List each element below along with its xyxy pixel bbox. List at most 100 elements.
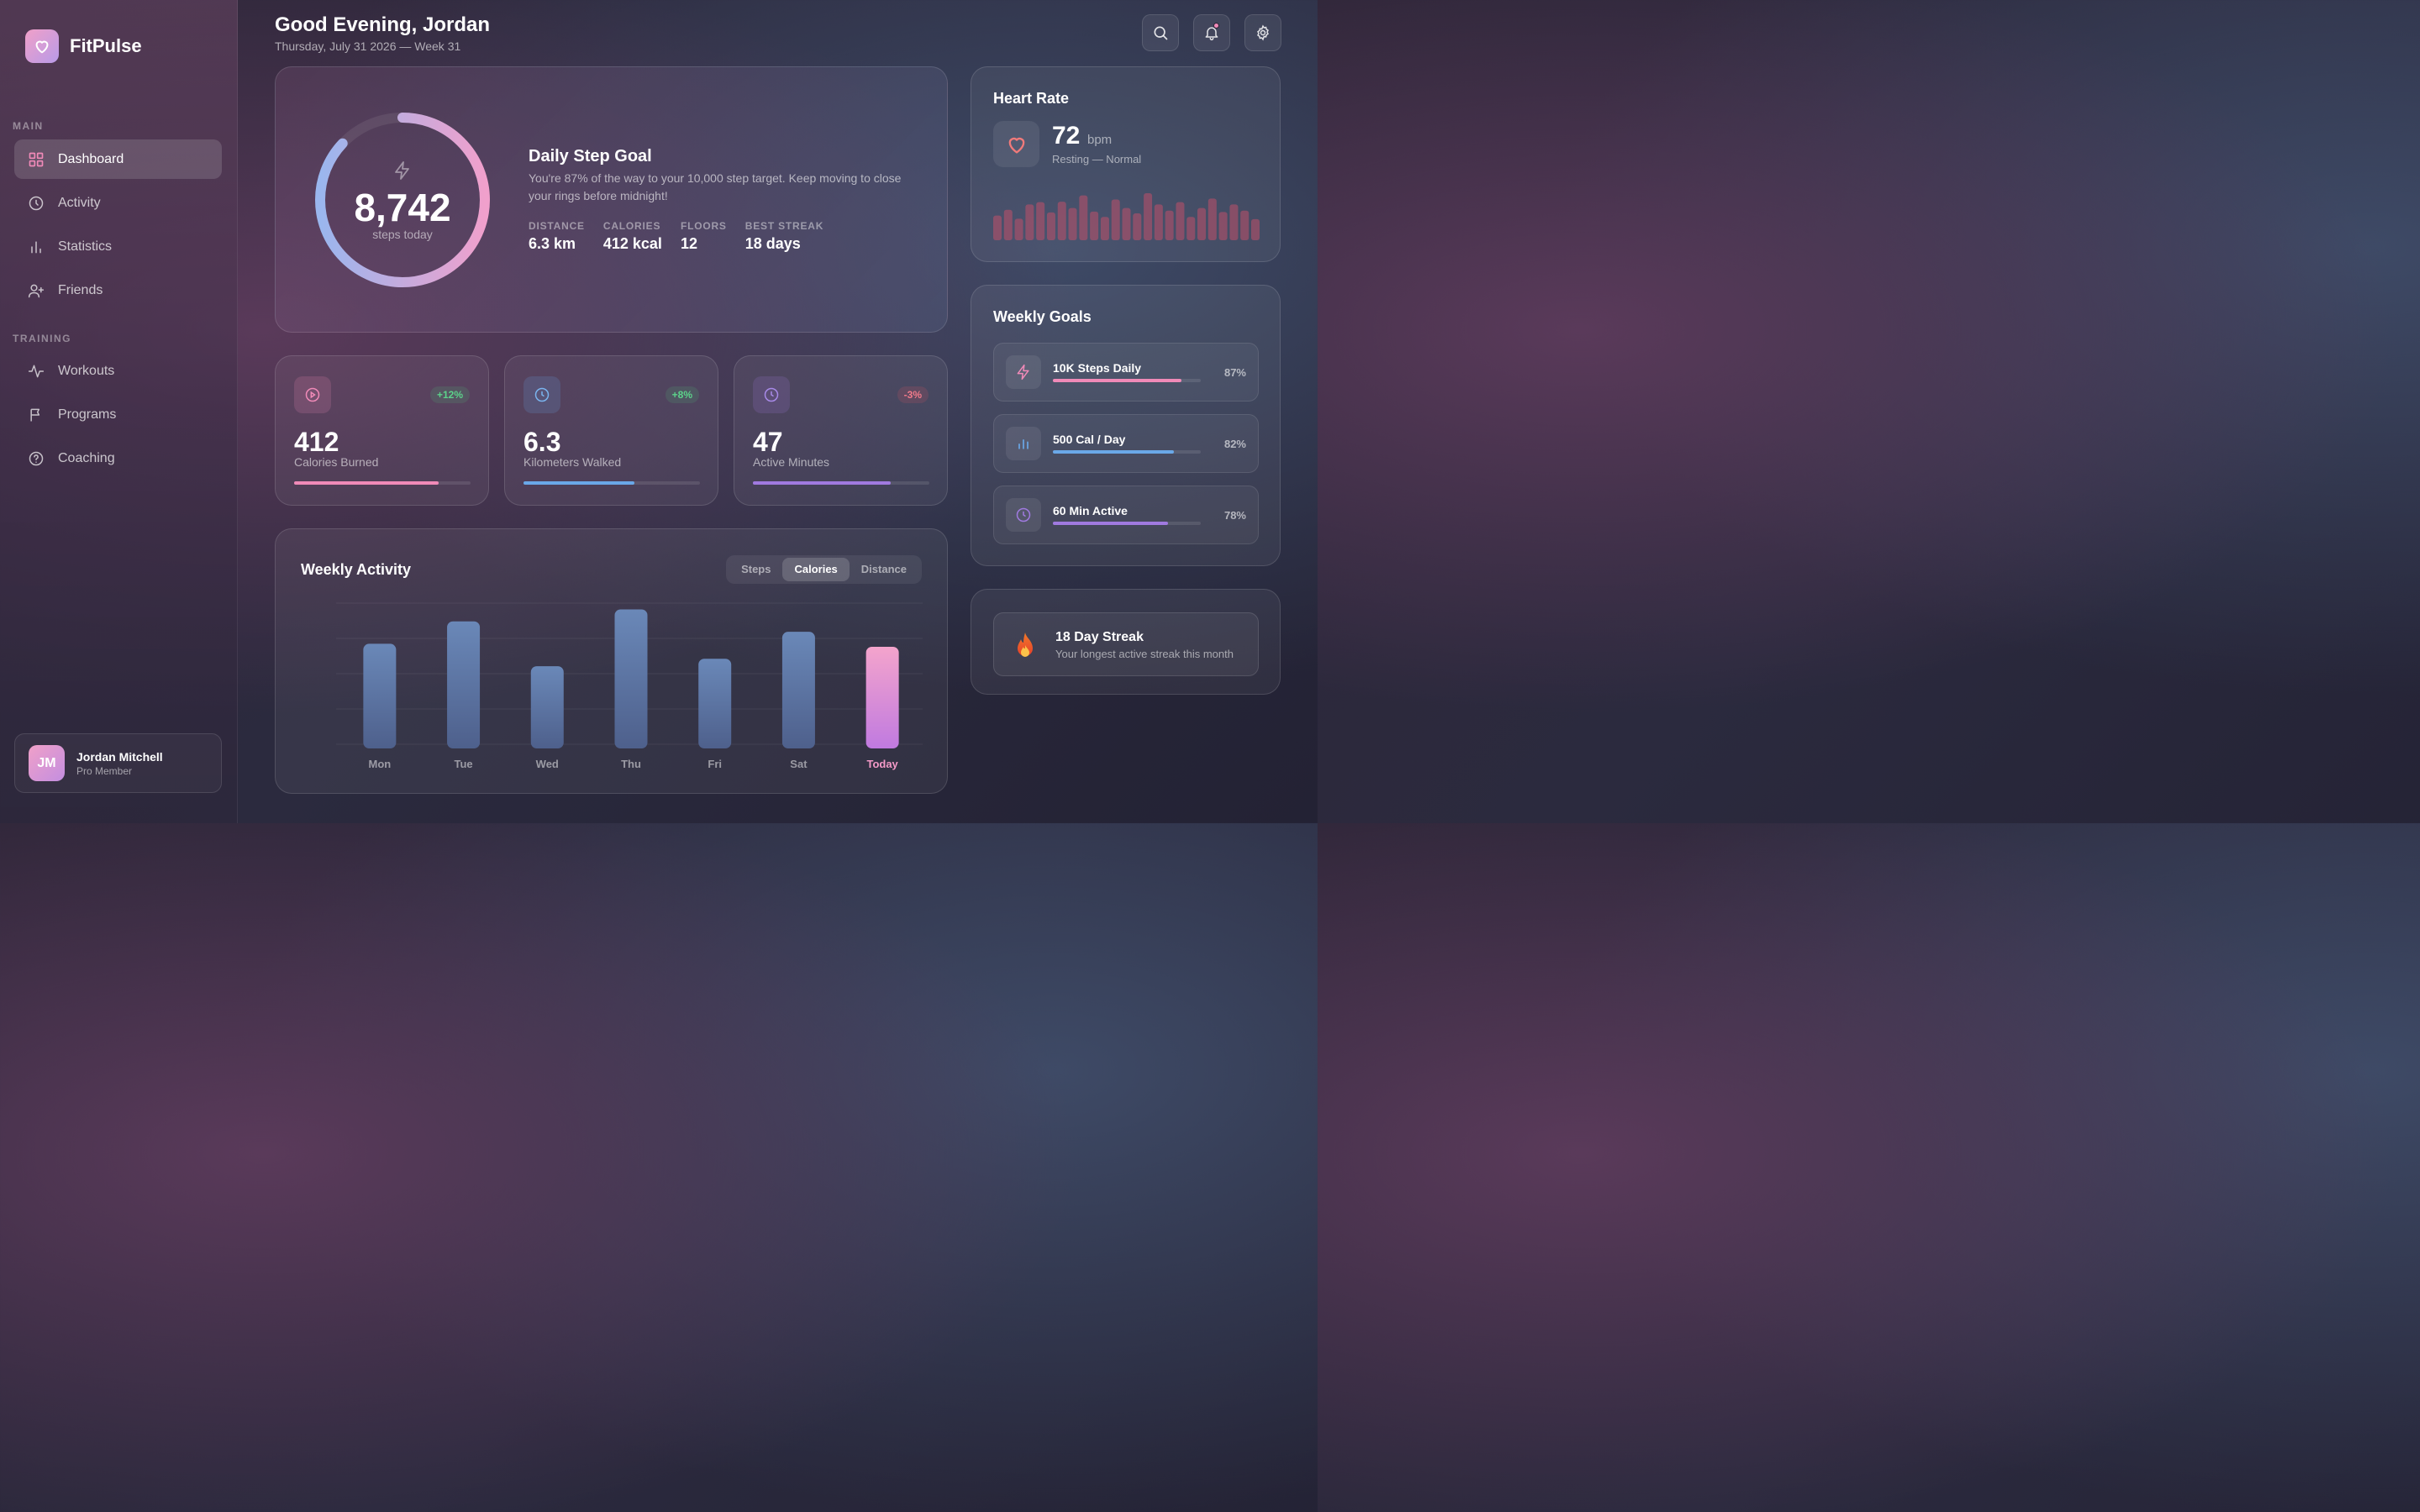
tab-steps[interactable]: Steps bbox=[741, 563, 771, 575]
progress-fill bbox=[294, 481, 439, 485]
active-minutes-card[interactable]: -3% 47 Active Minutes bbox=[734, 355, 948, 506]
heart-rate-bar bbox=[1133, 213, 1142, 240]
heart-rate-bar bbox=[1176, 202, 1185, 240]
goal-active-minutes[interactable]: 60 Min Active 78% bbox=[993, 486, 1259, 544]
sidebar-item-coaching[interactable]: Coaching bbox=[14, 438, 222, 478]
clock-icon bbox=[523, 376, 560, 413]
heart-rate-title: Heart Rate bbox=[993, 90, 1070, 107]
stat-floors: FLOORS 12 bbox=[681, 220, 727, 253]
clock-icon bbox=[29, 196, 44, 210]
logo[interactable]: FitPulse bbox=[25, 29, 142, 63]
sidebar-item-label: Dashboard bbox=[58, 151, 124, 166]
heart-rate-value: 72 bbox=[1052, 122, 1081, 150]
gear-icon bbox=[1257, 24, 1269, 41]
heart-rate-bar bbox=[1079, 195, 1088, 240]
goal-progress-fill bbox=[1053, 522, 1169, 525]
hero-stats: DISTANCE 6.3 km CALORIES 412 kcal FLOORS… bbox=[529, 220, 842, 253]
daily-step-goal-card: 8,742 steps today Daily Step Goal You're… bbox=[275, 66, 948, 333]
heart-rate-bar bbox=[1025, 204, 1034, 240]
stat-value: 12 bbox=[680, 235, 697, 252]
sidebar-item-friends[interactable]: Friends bbox=[14, 270, 222, 310]
goal-percent: 87% bbox=[1223, 366, 1246, 379]
streak-card: 18 Day Streak Your longest active streak… bbox=[971, 589, 1281, 695]
tab-distance[interactable]: Distance bbox=[860, 563, 907, 575]
stat-label: Calories Burned bbox=[294, 455, 379, 469]
avatar: JM bbox=[29, 745, 65, 781]
chart-bar-wed[interactable] bbox=[530, 666, 564, 748]
stat-label: FLOORS bbox=[680, 220, 727, 232]
stat-label: Kilometers Walked bbox=[523, 455, 622, 469]
goal-progress-fill bbox=[1053, 379, 1182, 382]
progress-fill bbox=[753, 481, 891, 485]
steps-label: steps today bbox=[372, 228, 433, 241]
heart-rate-bar bbox=[1122, 207, 1131, 240]
play-circle-icon bbox=[294, 376, 331, 413]
heart-icon bbox=[993, 121, 1039, 167]
clock-icon bbox=[753, 376, 790, 413]
goal-calories[interactable]: 500 Cal / Day 82% bbox=[993, 414, 1259, 473]
chart-bar-tue[interactable] bbox=[447, 621, 481, 748]
heart-rate-bar bbox=[1014, 218, 1023, 240]
heart-rate-bar bbox=[1240, 210, 1249, 240]
heart-logo-icon bbox=[25, 29, 59, 63]
heart-rate-bar bbox=[1100, 217, 1109, 240]
chart-bar-fri[interactable] bbox=[698, 659, 732, 748]
help-circle-icon bbox=[29, 451, 44, 465]
stat-calories: CALORIES 412 kcal bbox=[603, 220, 662, 253]
goal-steps[interactable]: 10K Steps Daily 87% bbox=[993, 343, 1259, 402]
search-button[interactable] bbox=[1142, 14, 1179, 51]
chart-bar-mon[interactable] bbox=[363, 643, 397, 748]
user-profile-card[interactable]: JM Jordan Mitchell Pro Member bbox=[14, 733, 222, 793]
sidebar-item-programs[interactable]: Programs bbox=[14, 395, 222, 434]
sidebar-item-statistics[interactable]: Statistics bbox=[14, 227, 222, 266]
bar-chart-icon bbox=[31, 240, 41, 253]
weekly-activity-chart: Mon Tue Wed Thu Fri Sat Today bbox=[336, 602, 923, 770]
chart-tick-label: Mon bbox=[368, 758, 391, 770]
heart-rate-bar bbox=[1154, 204, 1163, 240]
settings-button[interactable] bbox=[1244, 14, 1281, 51]
goal-name: 500 Cal / Day bbox=[1053, 433, 1126, 446]
sidebar: FitPulse MAIN Dashboard Activity Statist… bbox=[0, 0, 238, 823]
heart-rate-bar bbox=[993, 215, 1002, 240]
chart-bar-thu[interactable] bbox=[614, 609, 648, 748]
flame-icon bbox=[1018, 633, 1033, 657]
stat-value: 412 kcal bbox=[602, 235, 662, 252]
notifications-button[interactable] bbox=[1193, 14, 1230, 51]
clock-icon bbox=[1006, 498, 1041, 532]
stat-label: BEST STREAK bbox=[744, 220, 824, 232]
goal-name: 10K Steps Daily bbox=[1053, 361, 1142, 375]
heart-rate-bar bbox=[1229, 204, 1239, 240]
progress-bar bbox=[294, 481, 471, 485]
notification-dot bbox=[1213, 23, 1219, 29]
sidebar-item-workouts[interactable]: Workouts bbox=[14, 351, 222, 391]
step-progress-ring: 8,742 steps today bbox=[313, 111, 492, 289]
heart-rate-card[interactable]: Heart Rate 72 bpm Resting — Normal bbox=[971, 66, 1281, 262]
weekly-goals-title: Weekly Goals bbox=[993, 308, 1092, 325]
goal-progress-fill bbox=[1053, 450, 1175, 454]
heart-rate-bar bbox=[1207, 198, 1217, 240]
search-icon bbox=[1154, 26, 1168, 40]
weekly-activity-title: Weekly Activity bbox=[301, 561, 412, 578]
stat-value: 6.3 km bbox=[529, 235, 576, 252]
progress-bar bbox=[523, 481, 700, 485]
heart-rate-bar bbox=[1251, 218, 1260, 240]
stat-label: Active Minutes bbox=[753, 455, 830, 469]
stat-value: 18 days bbox=[744, 235, 801, 252]
sidebar-item-dashboard[interactable]: Dashboard bbox=[14, 139, 222, 179]
lightning-icon bbox=[1006, 355, 1041, 389]
calories-burned-card[interactable]: +12% 412 Calories Burned bbox=[275, 355, 489, 506]
streak-subtitle: Your longest active streak this month bbox=[1055, 648, 1234, 660]
sidebar-item-activity[interactable]: Activity bbox=[14, 183, 222, 223]
sidebar-item-label: Friends bbox=[58, 282, 103, 297]
heart-rate-bar bbox=[1068, 207, 1077, 240]
stat-label: DISTANCE bbox=[529, 220, 585, 232]
sidebar-item-label: Statistics bbox=[58, 239, 113, 254]
streak-banner[interactable]: 18 Day Streak Your longest active streak… bbox=[993, 612, 1259, 676]
chart-bar-sat[interactable] bbox=[781, 632, 815, 748]
kilometers-walked-card[interactable]: +8% 6.3 Kilometers Walked bbox=[504, 355, 718, 506]
goal-progress-bar bbox=[1053, 522, 1201, 525]
bar-chart-icon bbox=[1006, 427, 1041, 460]
tab-calories[interactable]: Calories bbox=[782, 558, 850, 581]
chart-tick-label: Fri bbox=[708, 758, 722, 770]
chart-bar-today[interactable] bbox=[865, 646, 899, 748]
